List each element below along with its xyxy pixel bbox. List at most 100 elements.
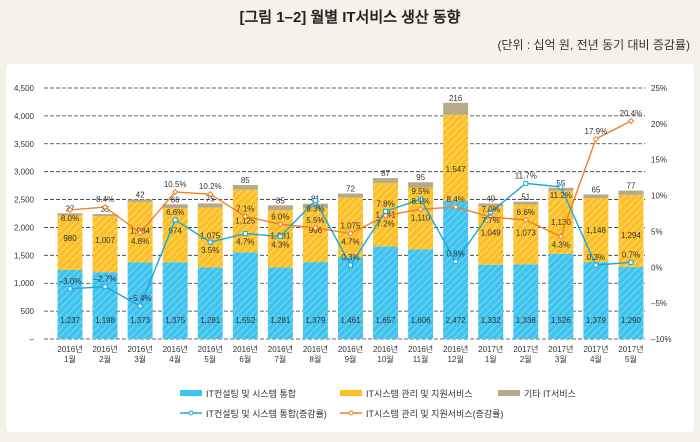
data-label: 1,130 (551, 218, 572, 227)
data-label: 1,657 (376, 316, 397, 325)
data-label: 6.6% (166, 208, 184, 217)
line-point (592, 135, 600, 143)
x-tick-label: 2016년 (198, 344, 223, 354)
data-label: 4.3% (552, 240, 570, 249)
x-tick-label: 2016년 (128, 344, 153, 354)
data-label: 1,547 (446, 165, 467, 174)
data-label: 10.2% (199, 182, 222, 191)
line-point (172, 217, 178, 223)
x-tick-label: 2017년 (548, 344, 573, 354)
data-label: 87 (381, 169, 390, 178)
data-label: 49 (486, 194, 495, 203)
data-label: 51 (521, 193, 530, 202)
data-label: 0.3% (341, 253, 359, 262)
data-label: 1,332 (481, 316, 502, 325)
bar-it-consulting (232, 252, 258, 339)
data-label: 17.9% (585, 127, 608, 136)
bar-other-it (162, 204, 188, 208)
bar-it-consulting (478, 264, 504, 339)
data-label: 4.7% (236, 238, 254, 247)
bar-other-it (92, 214, 118, 217)
legend-marker (188, 410, 194, 416)
data-label: 1,606 (411, 316, 432, 325)
x-tick-label: 3월 (134, 354, 146, 364)
x-tick-label: 2017년 (618, 344, 643, 354)
bar-it-consulting (267, 267, 293, 339)
bar-other-it (618, 190, 644, 195)
x-tick-label: 11월 (413, 354, 429, 364)
data-label: 72 (346, 185, 355, 194)
data-label: 0.3% (587, 253, 605, 262)
line-point (347, 230, 354, 237)
line-point (242, 213, 249, 220)
x-tick-label: 2016년 (268, 344, 293, 354)
data-label: 2,472 (446, 316, 467, 325)
x-tick-label: 4월 (590, 354, 602, 364)
data-label: 65 (591, 185, 600, 194)
bar-other-it (57, 213, 83, 216)
x-tick-label: 2017년 (478, 344, 503, 354)
bar-other-it (443, 102, 469, 115)
x-tick-label: 2016년 (373, 344, 398, 354)
y-tick-label: 4,500 (14, 84, 35, 93)
data-label: 1,110 (411, 213, 431, 222)
data-label: 7.1% (236, 204, 254, 213)
data-label: 1,375 (165, 316, 186, 325)
data-label: 11.7% (515, 171, 537, 180)
data-label: 974 (169, 226, 183, 235)
data-label: 216 (449, 94, 463, 103)
legend-label: IT컨설팅 및 시스템 통합 (206, 388, 296, 399)
line-point (207, 239, 213, 245)
bar-it-consulting (302, 262, 328, 339)
line-point (627, 117, 635, 125)
x-tick-label: 8월 (310, 354, 322, 364)
bar-it-management (443, 114, 469, 202)
x-tick-label: 4월 (169, 354, 181, 364)
x-tick-label: 1월 (485, 354, 497, 364)
bar-it-consulting (92, 272, 118, 339)
y2-tick-label: 0% (651, 263, 663, 272)
line-point (417, 205, 424, 213)
line-point (136, 229, 144, 237)
data-label: 6.0% (271, 212, 289, 221)
line-point (277, 233, 283, 239)
x-tick-label: 7월 (274, 354, 286, 364)
bar-other-it (267, 205, 293, 211)
data-label: 0.8% (447, 250, 465, 259)
y-tick-label: – (30, 335, 35, 344)
x-tick-label: 2016년 (163, 344, 188, 354)
legend-swatch (180, 390, 202, 396)
bar-it-consulting (548, 253, 574, 339)
bar-other-it (197, 203, 223, 208)
y2-tick-label: –10% (651, 335, 671, 344)
bar-it-management (57, 215, 83, 271)
data-label: 42 (136, 191, 145, 200)
line-point (207, 190, 214, 198)
bar-other-it (232, 184, 258, 190)
data-label: 1,237 (60, 316, 81, 325)
bar-it-consulting (373, 246, 399, 339)
data-label: 1,552 (235, 316, 256, 325)
bar-it-management (232, 189, 258, 253)
x-tick-label: 9월 (345, 354, 357, 364)
y2-tick-label: 15% (651, 156, 667, 165)
bar-it-management (618, 194, 644, 268)
data-label: 95 (416, 173, 425, 182)
legend-marker (348, 410, 354, 416)
x-tick-label: 2016년 (303, 344, 328, 354)
x-tick-label: 2016년 (92, 344, 117, 354)
bar-other-it (583, 194, 609, 199)
bar-it-management (513, 204, 539, 265)
data-label: 1,073 (516, 228, 537, 237)
line-point (418, 196, 424, 202)
line-point (487, 213, 494, 221)
data-label: 1,290 (621, 316, 642, 325)
chart-title: [그림 1–2] 월별 IT서비스 생산 동향 (239, 9, 461, 26)
line-point (312, 224, 319, 232)
x-tick-label: 5월 (204, 354, 216, 364)
data-label: 10.5% (164, 180, 187, 189)
data-label: 1,338 (516, 316, 537, 325)
data-label: 1,148 (586, 226, 607, 235)
data-label: 4.7% (341, 238, 359, 247)
